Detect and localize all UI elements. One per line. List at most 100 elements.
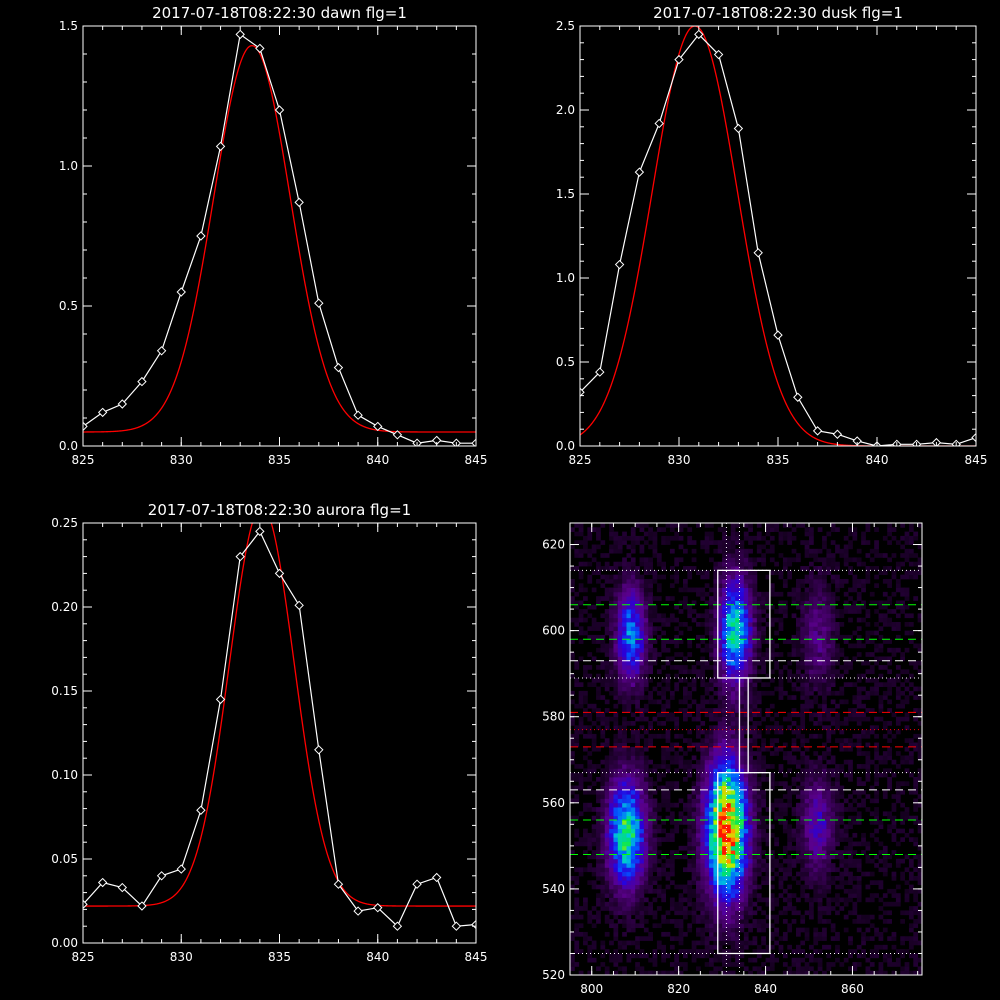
- data-point: [373, 903, 383, 913]
- data-point: [117, 882, 128, 893]
- y-tick-label: 0.10: [51, 768, 78, 782]
- data-point: [580, 387, 585, 397]
- y-tick-label: 1.5: [59, 19, 78, 33]
- plot-area: [83, 29, 476, 446]
- data-point: [353, 410, 363, 420]
- x-tick-label: 845: [465, 950, 488, 964]
- heatmap-chart: 800 820 840 860 520 540 560 580 600 620: [542, 522, 923, 996]
- x-tick-label: 840: [366, 453, 389, 467]
- y-tick-label: 560: [542, 796, 565, 810]
- fit-curve: [83, 44, 476, 433]
- data-point: [614, 259, 625, 270]
- y-tick-label: 0.15: [51, 684, 78, 698]
- x-tick-label: 835: [268, 453, 291, 467]
- y-tick-label: 580: [542, 710, 565, 724]
- x-tick-label: 830: [668, 453, 691, 467]
- data-point: [471, 438, 476, 446]
- y-tick-label: 540: [542, 882, 565, 896]
- x-tick-label: 845: [465, 453, 488, 467]
- x-tick-label: 845: [965, 453, 988, 467]
- data-point: [971, 432, 976, 443]
- data-point: [176, 287, 186, 297]
- data-point: [274, 105, 285, 115]
- selection-box: [738, 677, 749, 774]
- y-tick-label: 0.0: [59, 439, 78, 453]
- data-point: [215, 141, 226, 152]
- data-point: [137, 901, 147, 911]
- y-tick-label: 1.5: [556, 187, 575, 201]
- data-point: [793, 392, 803, 402]
- plot-frame: [569, 522, 923, 976]
- line-chart-1: 2017-07-18T08:22:30 dawn flg=1 825 830 835 8…: [59, 4, 488, 467]
- y-tick-label: 0.05: [51, 852, 78, 866]
- data-point: [333, 362, 344, 373]
- data-point: [431, 872, 442, 883]
- data-point: [97, 407, 108, 418]
- y-tick-label: 520: [542, 968, 565, 982]
- y-tick-label: 600: [542, 624, 565, 638]
- x-tick-label: 835: [268, 950, 291, 964]
- chart-title: 2017-07-18T08:22:30 dawn flg=1: [152, 4, 407, 22]
- data-point: [392, 430, 403, 440]
- y-tick-label: 2.5: [556, 19, 575, 33]
- y-tick-label: 0.5: [556, 355, 575, 369]
- data-line: [83, 530, 476, 928]
- data-point: [83, 899, 88, 910]
- data-point: [176, 864, 186, 874]
- data-point: [274, 568, 285, 579]
- data-point: [812, 426, 823, 436]
- data-point: [156, 346, 167, 356]
- y-tick-label: 2.0: [556, 103, 575, 117]
- x-tick-label: 860: [841, 982, 864, 996]
- data-point: [373, 421, 383, 432]
- data-point: [713, 49, 724, 60]
- data-point: [294, 600, 304, 611]
- data-point: [137, 376, 147, 387]
- data-point: [694, 29, 704, 40]
- x-tick-label: 800: [580, 982, 603, 996]
- data-point: [294, 197, 304, 208]
- fit-curve: [83, 523, 476, 907]
- x-tick-label: 840: [754, 982, 777, 996]
- data-point: [353, 906, 363, 916]
- chart-title: 2017-07-18T08:22:30 aurora flg=1: [148, 501, 411, 519]
- data-point: [773, 330, 783, 340]
- data-point: [314, 298, 324, 308]
- data-point: [451, 921, 462, 931]
- data-point: [654, 118, 664, 129]
- x-tick-label: 825: [569, 453, 592, 467]
- heatmap-cells: [570, 523, 923, 976]
- data-point: [235, 551, 245, 562]
- x-tick-label: 820: [667, 982, 690, 996]
- data-point: [196, 805, 206, 815]
- y-tick-label: 0.5: [59, 299, 78, 313]
- x-tick-label: 825: [72, 950, 95, 964]
- data-point: [634, 167, 645, 177]
- plot-area: [83, 523, 476, 931]
- plot-area: [580, 26, 976, 446]
- y-tick-label: 620: [542, 538, 565, 552]
- data-point: [215, 694, 226, 705]
- y-tick-label: 1.0: [59, 159, 78, 173]
- data-point: [753, 248, 763, 258]
- data-point: [412, 879, 422, 889]
- y-tick-label: 1.0: [556, 271, 575, 285]
- y-tick-label: 0.20: [51, 600, 78, 614]
- data-point: [235, 29, 245, 40]
- data-point: [255, 43, 265, 54]
- x-tick-label: 840: [366, 950, 389, 964]
- data-point: [97, 877, 108, 888]
- chart-title: 2017-07-18T08:22:30 dusk flg=1: [653, 4, 903, 22]
- data-point: [832, 429, 843, 439]
- y-tick-label: 0.00: [51, 936, 78, 950]
- overlay-lines: [570, 523, 922, 975]
- x-tick-label: 835: [767, 453, 790, 467]
- x-tick-label: 830: [170, 453, 193, 467]
- data-point: [392, 921, 403, 931]
- y-tick-label: 0.25: [51, 516, 78, 530]
- x-tick-label: 840: [866, 453, 889, 467]
- x-tick-label: 830: [170, 950, 193, 964]
- y-tick-label: 0.0: [556, 439, 575, 453]
- data-point: [83, 421, 88, 432]
